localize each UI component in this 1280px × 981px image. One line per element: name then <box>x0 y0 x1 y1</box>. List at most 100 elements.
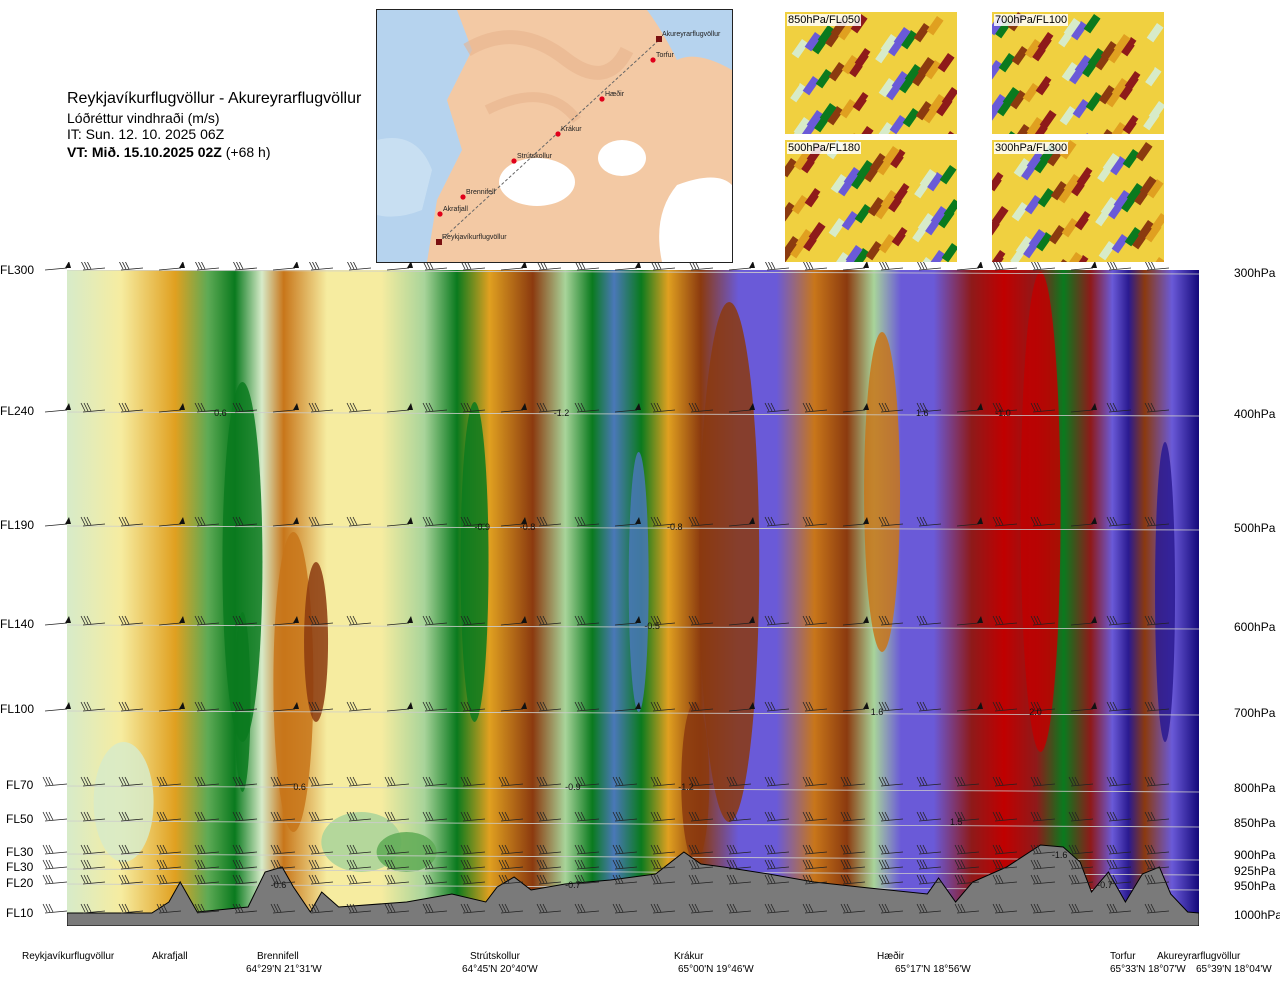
wind-barb <box>688 859 714 870</box>
field-blob <box>273 532 314 832</box>
field-value-label: -1.0 <box>995 408 1011 418</box>
thumbnail-850hpa-image <box>785 12 957 134</box>
thumbnail-stripe <box>902 142 920 162</box>
wind-barb <box>460 844 486 855</box>
wind-barb <box>612 874 638 885</box>
wind-barb <box>1144 903 1170 914</box>
thumbnail-stripe <box>1146 178 1164 199</box>
wind-barb <box>574 874 600 885</box>
station-name: Hæðir <box>877 951 905 962</box>
thumbnail-300hpa[interactable]: 300hPa/FL300 <box>992 140 1164 262</box>
wind-barb <box>1144 701 1170 712</box>
wind-barb <box>878 776 904 787</box>
wind-barb <box>1106 402 1132 413</box>
cross-section-plot[interactable]: 0.6 -1.2 1.6 -1.0 -0.9 -0.8 -0.8 -0.5 1.6 2.0 0.6 -… <box>0 262 1232 934</box>
field-blob <box>864 332 901 652</box>
wind-barb <box>346 903 372 914</box>
thumbnail-stripe <box>843 167 861 187</box>
thumbnail-700hpa[interactable]: 700hPa/FL100 <box>992 12 1164 134</box>
wind-barb <box>232 844 258 855</box>
wind-barb <box>194 859 220 870</box>
thumbnail-stripe <box>992 206 1009 226</box>
wind-barb <box>650 903 676 914</box>
station-coord: 65°39'N 18°04'W <box>1196 964 1272 975</box>
wind-barb <box>386 262 413 271</box>
wind-barb <box>992 701 1018 712</box>
thumbnail-stripe <box>785 80 800 100</box>
wind-barb <box>42 874 68 885</box>
wind-barb <box>842 702 869 712</box>
wind-barb <box>992 615 1018 626</box>
thumbnail-stripe <box>1037 188 1055 208</box>
wind-barb <box>1144 844 1170 855</box>
thumbnail-stripe <box>1065 252 1083 262</box>
wind-barb <box>156 811 182 822</box>
map-point[interactable]: Brennifell <box>460 189 496 200</box>
wind-barb <box>802 516 828 527</box>
wind-barb <box>764 811 790 822</box>
map-point[interactable]: Hæðir <box>599 90 625 102</box>
map-point[interactable]: Krákur <box>555 126 582 137</box>
wind-barb <box>802 874 828 885</box>
wind-barb <box>156 844 182 855</box>
wind-barb <box>1030 615 1056 626</box>
station-name: Reykjavíkurflugvöllur <box>22 951 115 962</box>
map-point[interactable]: Akureyrarflugvöllur <box>656 31 721 42</box>
map-point[interactable]: Reykjavíkurflugvöllur <box>436 234 507 245</box>
thumbnail-stripe <box>1011 46 1029 66</box>
thumbnail-stripe <box>928 94 946 114</box>
bay <box>377 138 432 217</box>
wind-barb <box>916 615 942 626</box>
thumbnail-stripe <box>793 151 811 171</box>
thumbnail-stripe <box>785 123 798 134</box>
thumbnail-stripe <box>1139 176 1157 196</box>
map-point[interactable]: Torfur <box>650 52 675 63</box>
wind-barb <box>688 811 714 822</box>
thumbnail-stripe <box>867 197 885 217</box>
wind-barb <box>118 776 144 787</box>
thumbnail-500hpa[interactable]: 500hPa/FL180 <box>785 140 957 262</box>
wind-barb <box>842 616 869 626</box>
wind-barb <box>272 702 299 712</box>
map-point[interactable]: Akrafjall <box>437 206 468 217</box>
field-value-label: 0.6 <box>293 782 306 792</box>
thumbnail-850hpa[interactable]: 850hPa/FL050 <box>785 12 957 134</box>
wind-barb <box>840 811 866 822</box>
thumbnail-stripe <box>1148 257 1164 262</box>
thumbnail-stripe <box>1013 124 1031 134</box>
thumbnail-stripe <box>1002 87 1020 107</box>
thumbnail-stripe <box>1144 66 1162 87</box>
wind-barb <box>346 516 372 527</box>
wind-barb <box>1106 903 1132 914</box>
wind-barb <box>840 874 866 885</box>
thumbnail-stripe <box>852 248 870 262</box>
pressure-label: 850hPa <box>1234 816 1276 830</box>
wind-barb <box>954 903 980 914</box>
wind-barb <box>612 811 638 822</box>
thumbnail-stripe <box>1035 232 1053 252</box>
route-map[interactable]: Akureyrarflugvöllur Torfur Hæðir Krákur Strú… <box>376 9 733 263</box>
wind-barb <box>688 615 714 626</box>
wind-barb <box>1106 844 1132 855</box>
wind-barb <box>878 874 904 885</box>
thumbnail-stripe <box>1133 30 1151 50</box>
thumbnail-stripe <box>1002 243 1020 262</box>
map-point[interactable]: Strútskollur <box>511 153 553 164</box>
wind-barb <box>878 859 904 870</box>
field-value-label: 1.6 <box>871 707 884 717</box>
wind-barb <box>574 615 600 626</box>
wind-barb <box>879 262 904 271</box>
wind-barb <box>1068 844 1094 855</box>
wind-barb <box>42 776 68 787</box>
field-blob <box>1020 272 1061 752</box>
wind-barb <box>764 776 790 787</box>
thumbnail-label: 500hPa/FL180 <box>787 142 862 154</box>
wind-barb <box>422 701 448 712</box>
wind-barb <box>916 844 942 855</box>
wind-barb <box>1030 844 1056 855</box>
wind-barb <box>119 262 144 271</box>
wind-barb <box>232 874 258 885</box>
thumbnail-stripe <box>1085 248 1103 262</box>
wind-barb <box>764 844 790 855</box>
thumbnail-stripe <box>830 174 848 194</box>
